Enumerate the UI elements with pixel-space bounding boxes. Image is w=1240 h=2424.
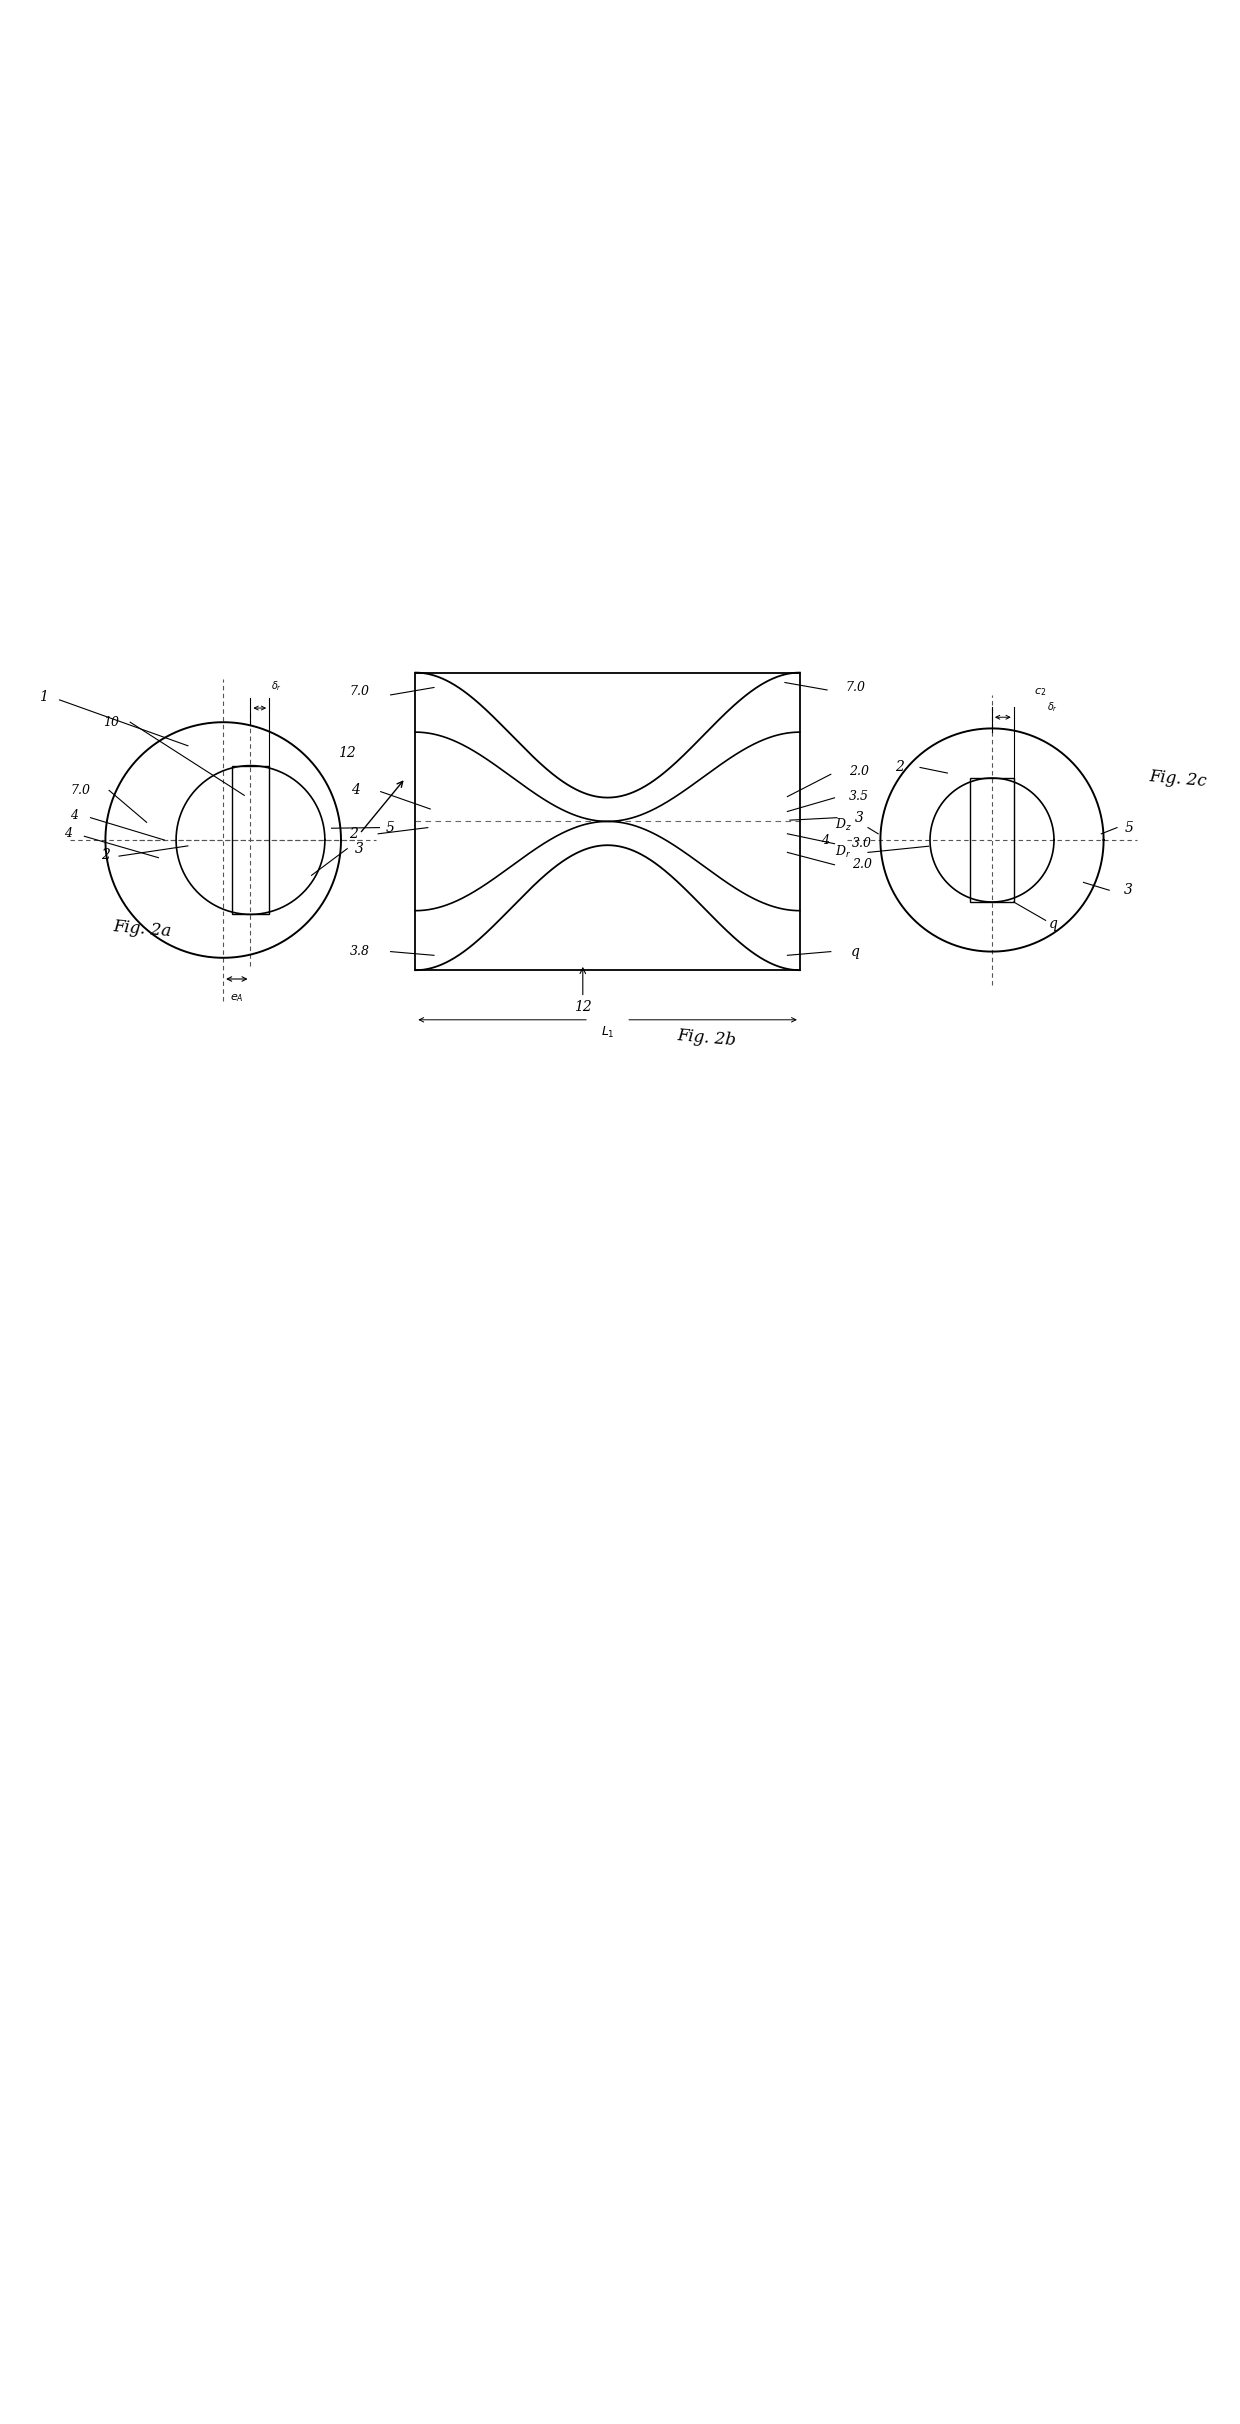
Text: $L_1$: $L_1$ [600, 1025, 615, 1040]
Text: $e_A$: $e_A$ [231, 991, 243, 1004]
Text: Fig. 2b: Fig. 2b [677, 1028, 737, 1050]
Text: 7.0: 7.0 [71, 783, 91, 797]
Text: 4: 4 [351, 783, 361, 797]
Text: Fig. 2a: Fig. 2a [113, 919, 172, 941]
Text: Fig. 2c: Fig. 2c [1148, 768, 1208, 790]
Text: 5: 5 [386, 822, 396, 834]
Text: 4: 4 [64, 827, 72, 841]
Text: $c_2$: $c_2$ [1034, 686, 1045, 698]
Text: 3: 3 [854, 810, 864, 824]
Text: 10: 10 [104, 715, 119, 730]
Text: 12: 12 [574, 1001, 591, 1013]
Bar [971, 778, 1014, 902]
Text: 2.0: 2.0 [849, 766, 869, 778]
Text: 3.5: 3.5 [849, 790, 869, 802]
Text: 3: 3 [1123, 882, 1132, 897]
Text: q: q [851, 945, 861, 957]
Bar [232, 766, 269, 914]
Text: D$_z$: D$_z$ [835, 817, 852, 834]
Text: $\delta_r$: $\delta_r$ [272, 679, 281, 693]
Text: 3.0: 3.0 [852, 836, 872, 851]
Text: 2: 2 [894, 761, 904, 773]
Text: 7.0: 7.0 [846, 681, 866, 693]
Text: $\delta_r$: $\delta_r$ [1048, 701, 1058, 715]
Text: 7.0: 7.0 [350, 684, 370, 698]
Text: 4: 4 [821, 834, 828, 846]
Text: 2: 2 [348, 827, 358, 841]
Text: q: q [1049, 916, 1058, 931]
Bar [415, 671, 800, 970]
Text: D$_r$: D$_r$ [835, 844, 852, 861]
Text: 3.8: 3.8 [350, 945, 370, 957]
Text: 12: 12 [339, 747, 356, 761]
Text: 2.0: 2.0 [852, 858, 872, 870]
Text: 1: 1 [38, 691, 48, 705]
Text: 2: 2 [100, 848, 110, 863]
Text: 4: 4 [71, 810, 78, 822]
Text: 3: 3 [355, 841, 365, 856]
Text: 5: 5 [1125, 822, 1133, 834]
